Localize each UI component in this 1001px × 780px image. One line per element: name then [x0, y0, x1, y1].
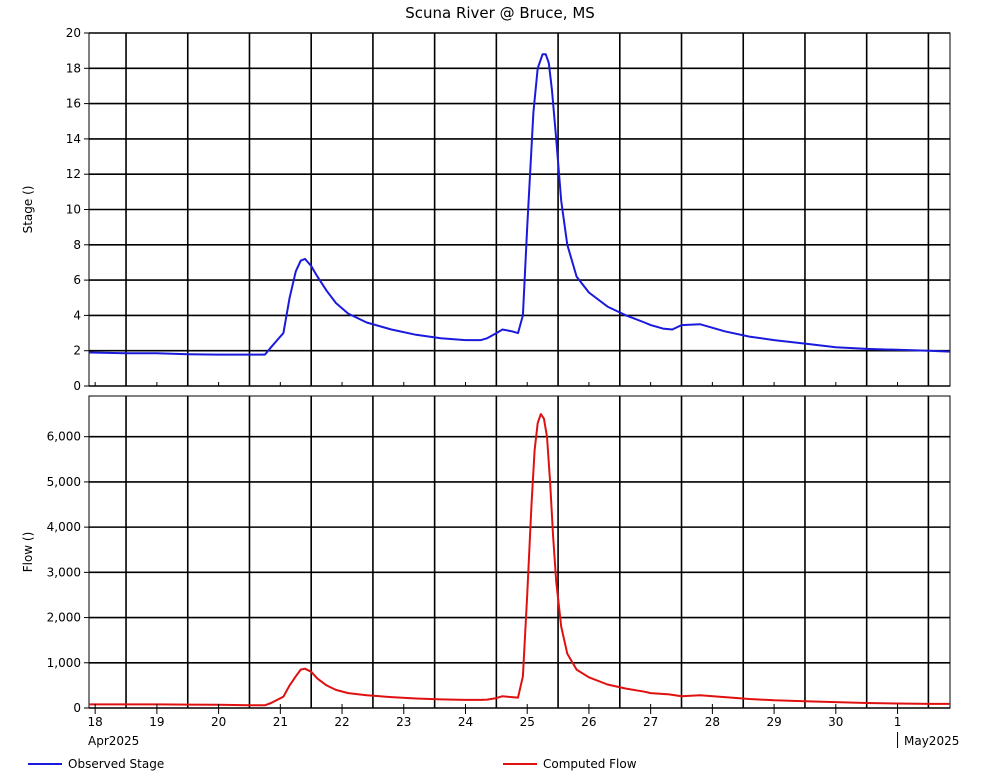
x-axis: 18 19 20 21 22 23 24 25 26 27 28 29 30 1	[88, 708, 902, 748]
stage-panel: 0 2 4 6 8 10 12 14 16 18 20 Stage ()	[21, 26, 951, 393]
xtick-label: 21	[273, 715, 288, 729]
month-label-start: Apr2025	[88, 734, 139, 748]
xtick-label: 20	[211, 715, 226, 729]
xtick-label: 27	[643, 715, 658, 729]
stage-series-line	[88, 53, 951, 356]
xtick-label: 18	[88, 715, 103, 729]
chart-title: Scuna River @ Bruce, MS	[405, 4, 595, 22]
stage-ytick-label: 8	[73, 238, 81, 252]
month-label-end: May2025	[904, 734, 959, 748]
legend-stage-label: Observed Stage	[68, 757, 164, 771]
stage-ytick-label: 18	[66, 61, 81, 75]
flow-ytick-label: 2,000	[47, 611, 81, 625]
stage-axis-label: Stage ()	[21, 186, 35, 234]
xtick-label: 28	[705, 715, 720, 729]
flow-ytick-label: 6,000	[47, 430, 81, 444]
legend: Observed Stage Computed Flow	[28, 757, 637, 771]
xtick-label: 29	[766, 715, 781, 729]
flow-ytick-label: 0	[73, 701, 81, 715]
legend-flow-label: Computed Flow	[543, 757, 637, 771]
stage-ytick-label: 0	[73, 379, 81, 393]
stage-ytick-label: 14	[66, 132, 81, 146]
stage-ytick-label: 10	[66, 203, 81, 217]
xtick-label: 22	[334, 715, 349, 729]
flow-ytick-label: 5,000	[47, 475, 81, 489]
stage-ytick-label: 4	[73, 308, 81, 322]
flow-axis-label: Flow ()	[21, 532, 35, 573]
flow-ytick-label: 3,000	[47, 565, 81, 579]
xtick-label: 30	[828, 715, 843, 729]
xtick-label: 23	[396, 715, 411, 729]
flow-ytick-label: 1,000	[47, 656, 81, 670]
xtick-label: 26	[581, 715, 596, 729]
xtick-label: 24	[458, 715, 473, 729]
xtick-label: 25	[520, 715, 535, 729]
stage-ytick-label: 16	[66, 97, 81, 111]
flow-plot-frame	[88, 395, 951, 709]
flow-panel: 0 1,000 2,000 3,000 4,000 5,000 6,000 Flow ()	[21, 395, 951, 715]
stage-ytick-label: 20	[66, 26, 81, 40]
flow-series-line	[89, 413, 950, 707]
stage-ytick-label: 12	[66, 167, 81, 181]
xtick-label: 19	[149, 715, 164, 729]
xtick-label: 1	[894, 715, 902, 729]
stage-ytick-label: 2	[73, 344, 81, 358]
stage-ytick-label: 6	[73, 273, 81, 287]
flow-ytick-label: 4,000	[47, 520, 81, 534]
